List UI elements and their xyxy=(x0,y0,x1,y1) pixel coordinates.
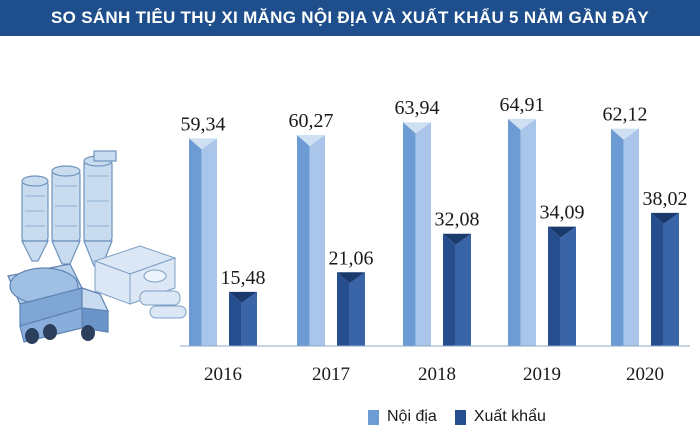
value-label-domestic-2016: 59,34 xyxy=(181,113,226,135)
value-label-domestic-2018: 63,94 xyxy=(395,97,440,119)
legend-item-domestic: Nội địa xyxy=(368,408,437,426)
legend: Nội địa Xuất khẩu xyxy=(368,405,564,429)
value-label-domestic-2020: 62,12 xyxy=(603,104,648,126)
bars-group xyxy=(189,118,679,347)
bar-domestic-2018 xyxy=(403,122,431,347)
legend-item-export: Xuất khẩu xyxy=(454,408,546,426)
value-label-domestic-2019: 64,91 xyxy=(500,94,545,116)
bar-export-2018 xyxy=(443,233,471,346)
value-label-export-2019: 34,09 xyxy=(540,202,585,224)
bar-domestic-2017 xyxy=(297,135,325,346)
chart-title: SO SÁNH TIÊU THỤ XI MĂNG NỘI ĐỊA VÀ XUẤT… xyxy=(0,0,700,36)
x-tick-2017: 2017 xyxy=(312,364,350,385)
legend-swatch-export xyxy=(454,409,466,425)
cement-plant-and-mixer-truck-icon xyxy=(7,150,187,344)
x-tick-2016: 2016 xyxy=(204,364,242,385)
bar-export-2020 xyxy=(651,212,679,346)
bar-export-2019 xyxy=(548,226,576,346)
x-tick-2019: 2019 xyxy=(523,364,561,385)
legend-label-domestic: Nội địa xyxy=(387,408,437,425)
bar-domestic-2019 xyxy=(508,118,536,346)
value-labels-group: 59,34 15,48 60,27 21,06 63,94 32,08 64,91 34,09… xyxy=(181,94,688,289)
x-tick-2018: 2018 xyxy=(418,364,456,385)
x-tick-labels: 2016 2017 2018 2019 2020 xyxy=(204,364,664,385)
bar-export-2016 xyxy=(229,291,257,346)
bar-domestic-2020 xyxy=(611,128,639,346)
bar-domestic-2016 xyxy=(189,138,217,346)
legend-swatch-domestic xyxy=(368,409,379,425)
bar-export-2017 xyxy=(337,272,365,346)
legend-label-export: Xuất khẩu xyxy=(473,408,546,425)
value-label-domestic-2017: 60,27 xyxy=(289,110,334,132)
value-label-export-2020: 38,02 xyxy=(643,188,688,210)
value-label-export-2017: 21,06 xyxy=(329,247,374,269)
value-label-export-2018: 32,08 xyxy=(435,209,480,231)
bar-chart: 59,34 15,48 60,27 21,06 63,94 32,08 64,91 34,09… xyxy=(7,94,690,385)
x-tick-2020: 2020 xyxy=(626,364,664,385)
value-label-export-2016: 15,48 xyxy=(221,267,266,289)
